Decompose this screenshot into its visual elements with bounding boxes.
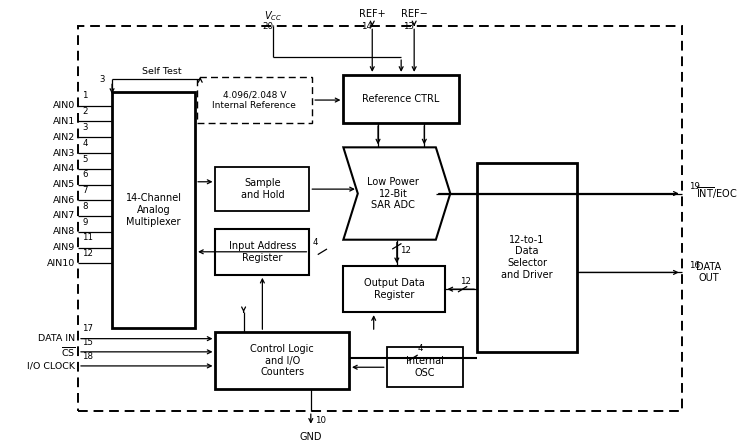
Text: 12: 12 xyxy=(460,277,471,285)
Text: 4: 4 xyxy=(313,238,319,247)
Bar xyxy=(215,332,349,389)
Text: 9: 9 xyxy=(82,218,88,226)
Text: 1: 1 xyxy=(82,91,88,100)
Text: REF+: REF+ xyxy=(359,9,386,19)
Text: 3: 3 xyxy=(82,123,88,132)
Text: 11: 11 xyxy=(82,234,94,242)
Text: 12: 12 xyxy=(400,246,412,255)
Text: 8: 8 xyxy=(82,202,88,210)
Text: 13: 13 xyxy=(403,22,414,31)
Text: 12-to-1
Data
Selector
and Driver: 12-to-1 Data Selector and Driver xyxy=(501,235,553,280)
Text: Internal
OSC: Internal OSC xyxy=(406,357,444,378)
Text: Control Logic
and I/O
Counters: Control Logic and I/O Counters xyxy=(250,344,314,377)
Text: 10: 10 xyxy=(315,416,326,424)
Text: 20: 20 xyxy=(262,22,273,31)
Polygon shape xyxy=(343,147,450,240)
Bar xyxy=(343,75,459,123)
Text: $\overline{\mathrm{CS}}$: $\overline{\mathrm{CS}}$ xyxy=(60,345,75,359)
Text: AIN3: AIN3 xyxy=(53,149,75,158)
Text: 14-Channel
Analog
Multiplexer: 14-Channel Analog Multiplexer xyxy=(126,194,181,226)
Text: AIN5: AIN5 xyxy=(53,180,75,189)
Text: 4.096/2.048 V
Internal Reference: 4.096/2.048 V Internal Reference xyxy=(212,91,296,110)
Text: Sample
and Hold: Sample and Hold xyxy=(241,178,284,200)
Text: 16: 16 xyxy=(689,261,700,270)
Text: 19: 19 xyxy=(689,182,700,191)
Text: Reference CTRL: Reference CTRL xyxy=(363,94,440,104)
Bar xyxy=(343,266,444,312)
Bar xyxy=(197,77,312,123)
Text: AIN1: AIN1 xyxy=(53,117,75,126)
Bar xyxy=(477,163,577,352)
Text: AIN0: AIN0 xyxy=(53,101,75,110)
Text: AIN2: AIN2 xyxy=(53,133,75,142)
Text: AIN6: AIN6 xyxy=(53,196,75,205)
Bar xyxy=(215,229,309,275)
Text: REF−: REF− xyxy=(400,9,427,19)
Text: 17: 17 xyxy=(82,325,94,333)
Text: Self Test: Self Test xyxy=(142,67,181,75)
Text: $\overline{\mathrm{INT}}$/EOC: $\overline{\mathrm{INT}}$/EOC xyxy=(696,186,738,201)
Text: AIN10: AIN10 xyxy=(47,259,75,268)
Text: $V_{CC}$: $V_{CC}$ xyxy=(265,9,282,23)
Text: I/O CLOCK: I/O CLOCK xyxy=(27,361,75,370)
Text: 4: 4 xyxy=(418,345,423,353)
Text: DATA
OUT: DATA OUT xyxy=(696,262,721,283)
Text: Low Power
12-Bit
SAR ADC: Low Power 12-Bit SAR ADC xyxy=(367,177,419,210)
Text: 2: 2 xyxy=(82,107,88,116)
Text: 5: 5 xyxy=(82,155,88,163)
Text: 3: 3 xyxy=(100,75,105,83)
Text: AIN8: AIN8 xyxy=(53,227,75,236)
Text: AIN4: AIN4 xyxy=(53,164,75,174)
Text: 6: 6 xyxy=(82,170,88,179)
Bar xyxy=(78,26,681,411)
Text: 14: 14 xyxy=(361,22,372,31)
Text: 15: 15 xyxy=(82,337,94,347)
Text: 12: 12 xyxy=(82,249,94,258)
Text: Input Address
Register: Input Address Register xyxy=(229,241,296,262)
Bar xyxy=(386,348,463,387)
Text: AIN9: AIN9 xyxy=(53,243,75,252)
Text: GND: GND xyxy=(299,432,322,442)
Text: DATA IN: DATA IN xyxy=(38,334,75,343)
Text: Output Data
Register: Output Data Register xyxy=(363,278,424,300)
Text: 4: 4 xyxy=(82,139,88,148)
Text: 7: 7 xyxy=(82,186,88,195)
Text: 18: 18 xyxy=(82,352,94,361)
Bar xyxy=(112,92,195,328)
Bar xyxy=(215,167,309,211)
Text: AIN7: AIN7 xyxy=(53,211,75,221)
